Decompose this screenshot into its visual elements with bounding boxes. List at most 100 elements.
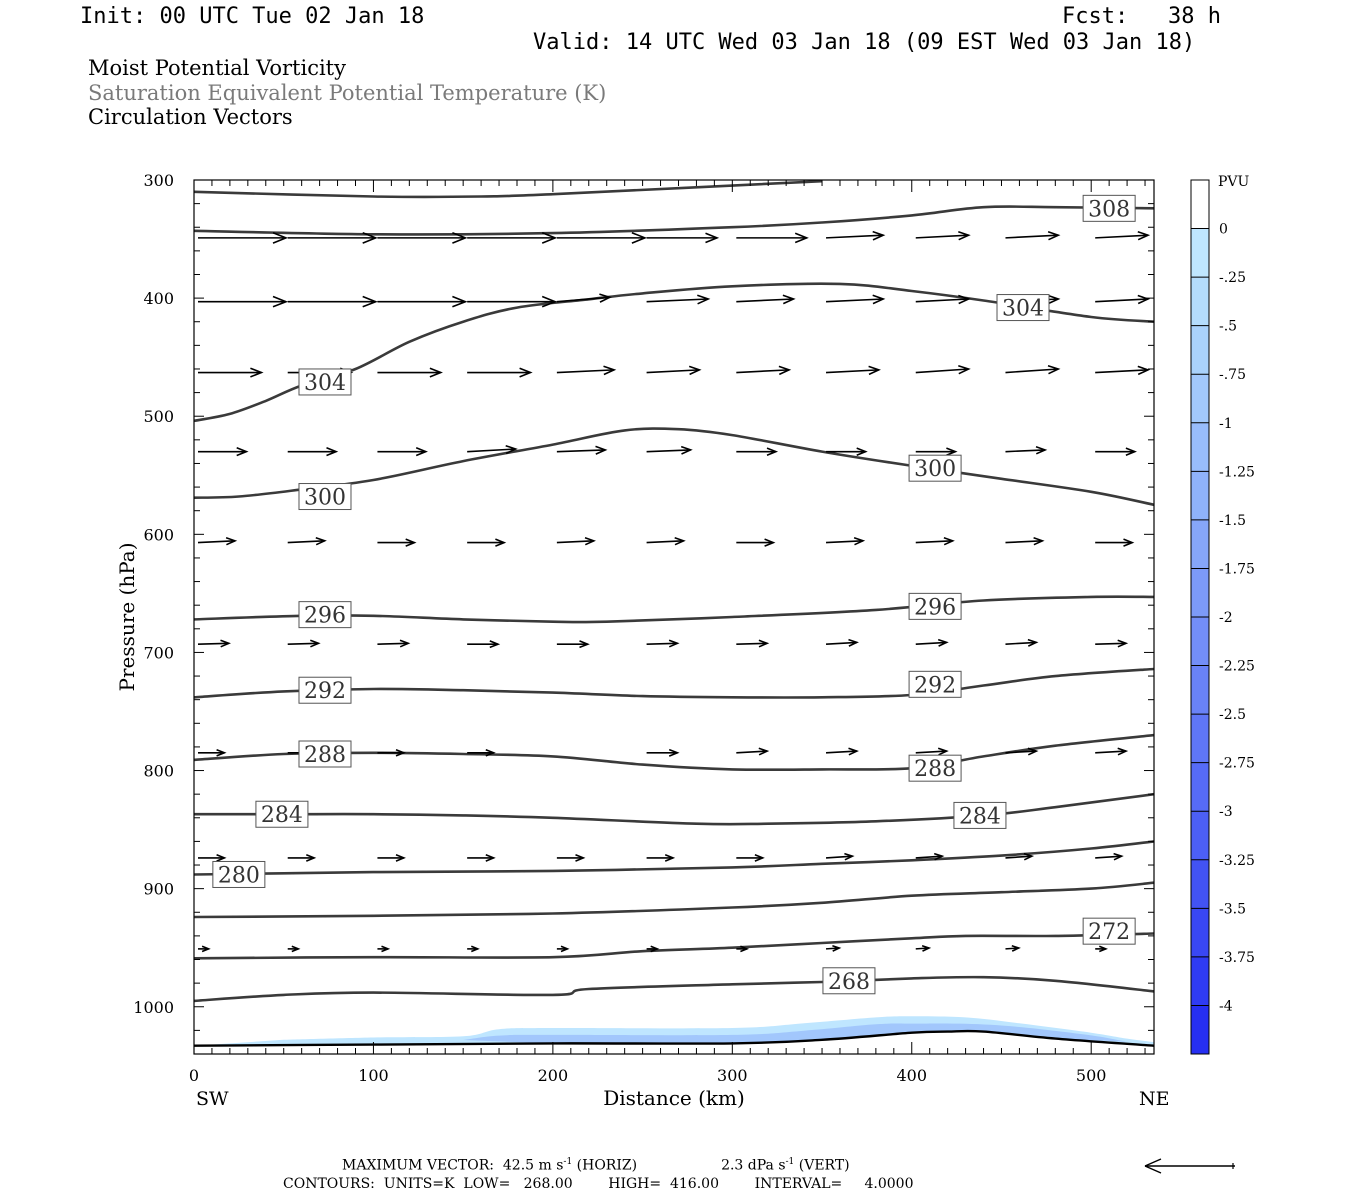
colorbar-label: -3.75 bbox=[1219, 950, 1255, 966]
valid-time: Valid: 14 UTC Wed 03 Jan 18 (09 EST Wed … bbox=[533, 30, 1196, 55]
y-tick-label: 400 bbox=[143, 289, 174, 308]
vector-arrowhead bbox=[429, 367, 443, 378]
circulation-vector bbox=[1095, 298, 1149, 303]
y-tick-label: 900 bbox=[143, 880, 174, 899]
contour-label-box-288 bbox=[298, 740, 352, 768]
circulation-vector bbox=[377, 642, 409, 645]
x-tick-label: 0 bbox=[189, 1066, 199, 1085]
vector-arrowhead bbox=[452, 295, 468, 308]
colorbar-swatch bbox=[1191, 908, 1209, 958]
title-mpv: Moist Potential Vorticity bbox=[88, 56, 346, 80]
contour-292 bbox=[194, 667, 1154, 699]
circulation-vector bbox=[467, 448, 516, 453]
contour-label-box-292 bbox=[298, 676, 352, 704]
contour-label-box-272 bbox=[1082, 917, 1136, 945]
colorbar-unit: PVU bbox=[1218, 174, 1250, 190]
colorbar-swatch bbox=[1191, 422, 1209, 472]
init-time: Init: 00 UTC Tue 02 Jan 18 bbox=[80, 4, 425, 29]
x-tick-label: 300 bbox=[717, 1066, 748, 1085]
vector-arrowhead bbox=[485, 748, 496, 757]
contour-label-box-296 bbox=[298, 601, 352, 629]
vector-arrowhead bbox=[764, 538, 776, 547]
vector-arrowhead bbox=[1035, 445, 1048, 455]
vector-arrowhead bbox=[848, 747, 859, 756]
contour-label-272: 272 bbox=[1088, 920, 1130, 945]
circulation-vector bbox=[646, 540, 684, 544]
vector-arrowhead bbox=[1137, 294, 1151, 305]
max-vector-text: MAXIMUM VECTOR: 42.5 m s bbox=[342, 1157, 564, 1174]
vector-arrowhead bbox=[236, 447, 249, 457]
vector-arrowhead bbox=[1123, 538, 1135, 547]
contour-268 bbox=[194, 975, 1154, 1003]
colorbar-label: -3.5 bbox=[1219, 901, 1246, 917]
vector-arrowhead bbox=[485, 854, 496, 862]
colorbar-swatch bbox=[1191, 471, 1209, 521]
vector-arrowhead bbox=[740, 945, 750, 953]
circulation-vector bbox=[556, 369, 615, 374]
circulation-vector bbox=[556, 540, 594, 544]
vector-arrowhead bbox=[1113, 852, 1124, 861]
circulation-vector bbox=[1095, 855, 1122, 859]
contour-288 bbox=[194, 733, 1154, 772]
colorbar-swatch bbox=[1191, 519, 1209, 569]
circulation-vector bbox=[646, 298, 709, 303]
contour-label-box-304 bbox=[298, 368, 352, 396]
colorbar-label: -.75 bbox=[1219, 367, 1246, 383]
circulation-vector bbox=[825, 540, 864, 544]
circulation-vector bbox=[1005, 368, 1059, 374]
vector-arrowhead bbox=[668, 748, 680, 757]
vector-arrowhead bbox=[305, 854, 317, 862]
colorbar-label: -.5 bbox=[1219, 319, 1237, 335]
vector-arrowhead bbox=[399, 639, 411, 648]
contour-label-304: 304 bbox=[304, 371, 346, 396]
circulation-vector bbox=[1095, 750, 1127, 754]
circulation-vector bbox=[826, 234, 884, 239]
vector-arrowhead bbox=[560, 945, 570, 953]
colorbar-swatch bbox=[1191, 956, 1209, 1006]
x-tick-label: 400 bbox=[896, 1066, 927, 1085]
colorbar-label: 0 bbox=[1219, 222, 1228, 238]
vector-arrowhead bbox=[937, 638, 949, 647]
vector-arrowhead bbox=[946, 447, 958, 456]
vector-arrowhead bbox=[489, 640, 501, 649]
colorbar-swatch bbox=[1191, 714, 1209, 764]
colorbar-label: -2 bbox=[1219, 610, 1233, 626]
vector-arrowhead bbox=[362, 231, 378, 244]
vector-arrowhead bbox=[688, 365, 702, 376]
colorbar-label: -2.5 bbox=[1219, 707, 1246, 723]
x-tick-label: 100 bbox=[358, 1066, 389, 1085]
title-vectors: Circulation Vectors bbox=[88, 105, 293, 129]
circulation-vector bbox=[1005, 947, 1019, 950]
circulation-vector bbox=[197, 642, 229, 645]
colorbar-label: -2.25 bbox=[1219, 659, 1255, 675]
contour-label-300: 300 bbox=[304, 486, 346, 511]
vector-arrowhead bbox=[1137, 230, 1151, 241]
contour-label-box-268 bbox=[822, 967, 876, 995]
colorbar-swatch bbox=[1191, 665, 1209, 715]
contour-label-304: 304 bbox=[1002, 297, 1044, 322]
vector-arrowhead bbox=[958, 230, 971, 241]
vector-arrowhead bbox=[272, 295, 289, 308]
circulation-vector bbox=[915, 540, 953, 544]
circulation-vector bbox=[736, 369, 790, 374]
vector-arrowhead bbox=[505, 444, 518, 455]
vert-vector-suffix: (VERT) bbox=[794, 1157, 850, 1174]
colorbar-label: -2.75 bbox=[1219, 756, 1255, 772]
vector-arrowhead bbox=[1023, 852, 1035, 861]
circulation-vector bbox=[287, 642, 319, 645]
colorbar-swatch bbox=[1191, 811, 1209, 861]
x-end-label-ne: NE bbox=[1139, 1088, 1170, 1110]
colorbar-swatch bbox=[1191, 325, 1209, 375]
pv-colorbar: PVU 0 -.25 -.5 -.75 -1 -1.25 -1.5 -1.75 -2 -2.25 -2… bbox=[1190, 174, 1255, 1055]
colorbar-swatch bbox=[1191, 228, 1209, 278]
circulation-vector bbox=[287, 540, 325, 544]
vector-arrowhead bbox=[1027, 638, 1039, 647]
vector-arrowhead bbox=[595, 445, 608, 455]
vector-arrowhead bbox=[519, 367, 533, 378]
x-end-label-sw: SW bbox=[196, 1088, 229, 1110]
vector-arrowhead bbox=[705, 232, 720, 244]
vector-layer bbox=[197, 230, 1151, 953]
axis-ticks bbox=[193, 179, 1154, 1055]
circulation-vector bbox=[915, 947, 930, 950]
